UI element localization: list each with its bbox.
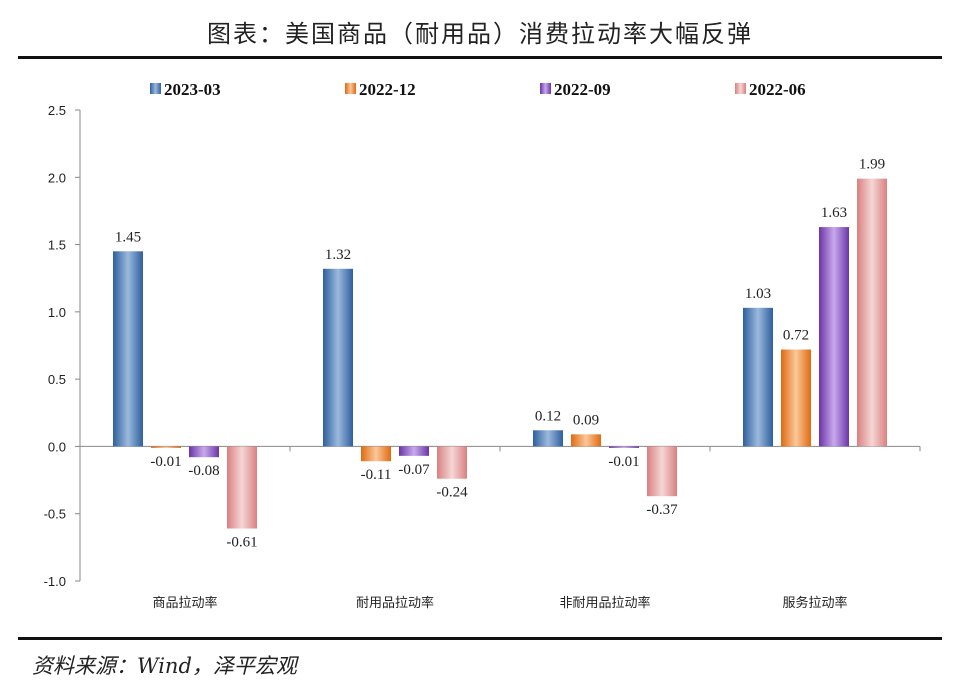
data-label: -0.61 [226,535,257,551]
data-label: 1.32 [325,247,351,263]
y-tick-label: -1.0 [44,574,66,589]
y-tick-label: 1.5 [48,238,66,253]
legend-swatch-2023-03 [150,83,161,94]
bar-2022-09 [609,446,639,448]
bar-2022-12 [781,349,811,447]
data-label: 1.45 [115,229,141,245]
bar-2023-03 [533,430,563,447]
data-label: 1.99 [859,157,885,173]
chart-title: 图表：美国商品（耐用品）消费拉动率大幅反弹 [207,20,753,48]
top-divider [18,56,942,59]
bar-2022-06 [437,446,467,479]
category-label: 耐用品拉动率 [356,595,434,611]
bar-2022-09 [819,227,849,447]
legend-label: 2022-06 [749,80,806,99]
bar-2023-03 [743,307,773,447]
bar-2022-09 [399,446,429,456]
bar-2022-12 [151,446,181,448]
y-tick-label: 2.5 [48,103,66,118]
data-label: -0.07 [398,462,430,478]
y-tick-label: -0.5 [44,507,66,522]
data-label: 0.72 [783,328,809,344]
y-tick-label: 1.0 [48,305,66,320]
data-label: 1.03 [745,286,771,302]
legend-swatch-2022-12 [345,83,356,94]
legend-swatch-2022-06 [735,83,746,94]
source-note: 资料来源：Wind，泽平宏观 [32,654,297,678]
y-tick-label: 0.0 [48,439,66,454]
data-label: -0.08 [188,463,219,479]
bar-2022-09 [189,446,219,458]
y-tick-label: 2.0 [48,170,66,185]
data-label: -0.24 [436,485,468,501]
legend-label: 2022-09 [554,80,611,99]
bar-2023-03 [323,268,353,447]
data-label: 0.12 [535,408,561,424]
data-label: 0.09 [573,412,599,428]
bar-2022-06 [647,446,677,497]
category-label: 非耐用品拉动率 [559,595,650,611]
legend-swatch-2022-09 [540,83,551,94]
legend-label: 2023-03 [164,80,221,99]
bar-2022-06 [227,446,257,529]
bar-2022-12 [361,446,391,462]
bar-2022-12 [571,434,601,447]
y-tick-label: 0.5 [48,372,66,387]
data-label: -0.37 [646,502,678,518]
bar-2022-06 [857,178,887,447]
data-label: -0.01 [150,454,181,470]
category-label: 商品拉动率 [152,595,217,611]
data-label: -0.11 [361,467,392,483]
category-label: 服务拉动率 [782,595,847,611]
bottom-divider [18,637,942,640]
bar-2023-03 [113,251,143,447]
data-label: 1.63 [821,205,847,221]
legend-label: 2022-12 [359,80,416,99]
data-label: -0.01 [608,454,639,470]
